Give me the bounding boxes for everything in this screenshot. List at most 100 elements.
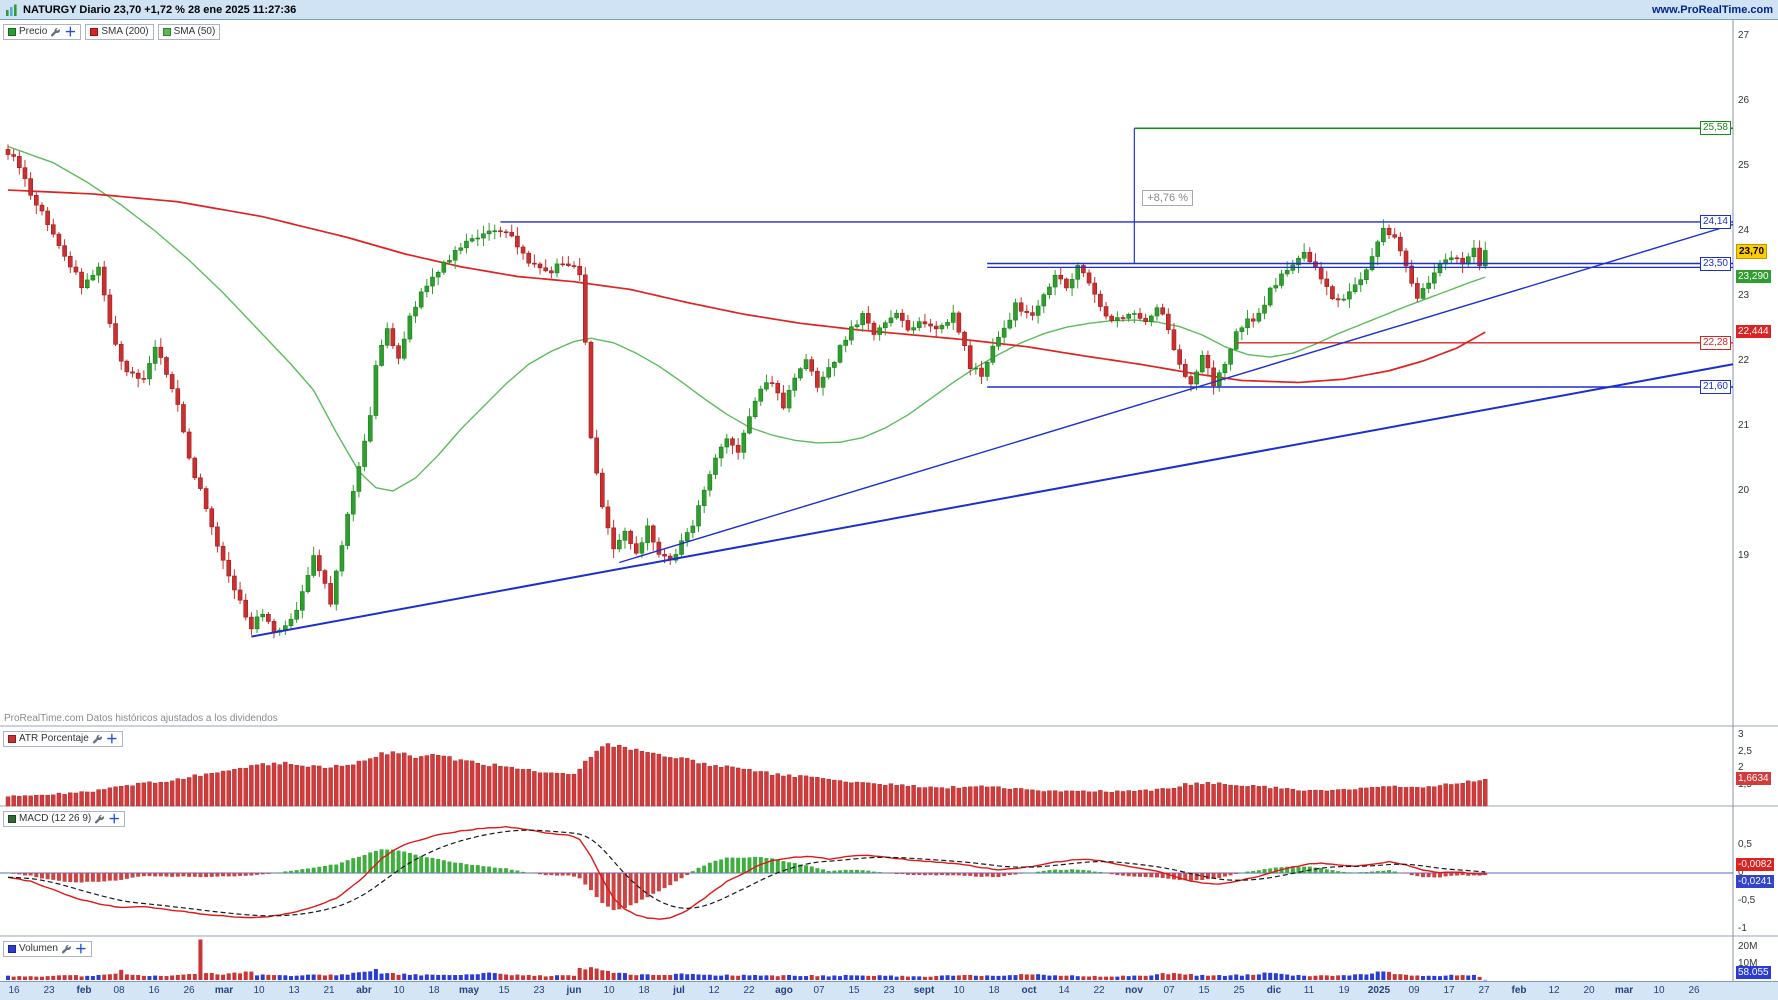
add-indicator-icon[interactable]: ＋ bbox=[74, 942, 87, 956]
settings-wrench-icon[interactable] bbox=[50, 27, 61, 38]
x-axis-label: feb bbox=[76, 985, 92, 996]
x-axis-label: sept bbox=[913, 985, 935, 996]
macd-legend: MACD (12 26 9) ＋ bbox=[3, 811, 126, 827]
macd-layer bbox=[0, 825, 1733, 920]
x-axis-label: jun bbox=[566, 985, 582, 996]
x-axis-label: abr bbox=[356, 985, 372, 996]
price-axis-tick: 19 bbox=[1738, 550, 1750, 561]
chart-canvas[interactable] bbox=[0, 20, 1778, 981]
x-axis-label: 07 bbox=[1163, 985, 1175, 996]
x-axis-label: 08 bbox=[113, 985, 125, 996]
x-axis-label: 20 bbox=[1583, 985, 1595, 996]
website-link[interactable]: www.ProRealTime.com bbox=[1651, 3, 1773, 16]
settings-wrench-icon[interactable] bbox=[92, 734, 103, 745]
add-indicator-icon[interactable]: ＋ bbox=[108, 812, 121, 826]
settings-wrench-icon[interactable] bbox=[94, 814, 105, 825]
time-axis[interactable]: 16 23 feb 08 16 26 mar 10 13 21 abr 10 18 may 15 23 jun 1… bbox=[0, 981, 1778, 1000]
x-axis-label: 18 bbox=[638, 985, 650, 996]
last-price-box: 23,70 bbox=[1736, 243, 1768, 259]
legend-volumen-label: Volumen bbox=[19, 943, 58, 954]
price-level-label[interactable]: 24,14 bbox=[1699, 214, 1731, 229]
price-axis-tick: 21 bbox=[1738, 420, 1750, 431]
legend-precio-label: Precio bbox=[19, 26, 48, 37]
app-icon bbox=[6, 4, 17, 16]
candlestick-layer bbox=[5, 144, 1488, 639]
x-axis-label: 25 bbox=[1233, 985, 1245, 996]
macd-swatch bbox=[8, 815, 16, 823]
x-axis-label: oct bbox=[1021, 985, 1037, 996]
x-axis-label: 26 bbox=[1688, 985, 1700, 996]
sma200-value-box: 22,444 bbox=[1736, 325, 1771, 339]
x-axis-label: 16 bbox=[148, 985, 160, 996]
legend-atr-label: ATR Porcentaje bbox=[19, 733, 89, 744]
volume-axis-tick: 20M bbox=[1738, 941, 1758, 953]
price-level-label[interactable]: 23,50 bbox=[1699, 256, 1731, 271]
macd-axis-tick: 0,5 bbox=[1738, 839, 1752, 850]
macd-axis-tick: -1 bbox=[1738, 923, 1747, 934]
sma50-value-box: 23,290 bbox=[1736, 270, 1771, 284]
volume-bars-layer bbox=[6, 939, 1488, 981]
x-axis-label: 27 bbox=[1478, 985, 1490, 996]
volume-axis-tick: 10M bbox=[1738, 957, 1758, 969]
x-axis-label: 15 bbox=[1198, 985, 1210, 996]
atr-bars-layer bbox=[5, 743, 1488, 807]
x-axis-label: 26 bbox=[183, 985, 195, 996]
x-axis-label: 17 bbox=[1443, 985, 1455, 996]
macd-axis-tick: -0,5 bbox=[1738, 895, 1756, 906]
atr-axis-tick: 2 bbox=[1738, 762, 1744, 774]
x-axis-label: 22 bbox=[1093, 985, 1105, 996]
price-axis-tick: 26 bbox=[1738, 95, 1750, 106]
precio-swatch bbox=[8, 28, 16, 36]
x-axis-label: nov bbox=[1125, 985, 1143, 996]
x-axis-label: 09 bbox=[1408, 985, 1420, 996]
legend-macd[interactable]: MACD (12 26 9) ＋ bbox=[3, 811, 126, 827]
x-axis-label: 07 bbox=[813, 985, 825, 996]
price-level-label[interactable]: 22,28 bbox=[1699, 335, 1731, 350]
x-axis-label: 15 bbox=[498, 985, 510, 996]
price-axis-tick: 24 bbox=[1738, 225, 1750, 236]
x-axis-label: 10 bbox=[1653, 985, 1665, 996]
instrument-status: NATURGY Diario 23,70 +1,72 % 28 ene 2025… bbox=[23, 3, 297, 16]
price-axis-tick: 25 bbox=[1738, 160, 1750, 171]
watermark: ProRealTime.com Datos históricos ajustad… bbox=[4, 713, 278, 724]
x-axis-label: 23 bbox=[43, 985, 55, 996]
legend-sma50[interactable]: SMA (50) bbox=[157, 24, 221, 40]
x-axis-label: 21 bbox=[323, 985, 335, 996]
measure-percentage-label[interactable]: +8,76 % bbox=[1142, 190, 1193, 206]
price-level-label[interactable]: 25,58 bbox=[1699, 121, 1731, 136]
price-axis-tick: 22 bbox=[1738, 355, 1750, 366]
legend-sma50-label: SMA (50) bbox=[173, 26, 216, 37]
atr-swatch bbox=[8, 735, 16, 743]
x-axis-label: 15 bbox=[848, 985, 860, 996]
x-axis-label: 10 bbox=[603, 985, 615, 996]
legend-precio[interactable]: Precio ＋ bbox=[3, 24, 82, 40]
macd-value-box: -0,0082 bbox=[1736, 858, 1774, 871]
x-axis-label: jul bbox=[673, 985, 685, 996]
x-axis-label: feb bbox=[1511, 985, 1527, 996]
atr-legend: ATR Porcentaje ＋ bbox=[3, 731, 123, 747]
macd-signal-value-box: -0,0241 bbox=[1736, 875, 1774, 888]
x-axis-label: 18 bbox=[988, 985, 1000, 996]
panel-chrome bbox=[0, 20, 1778, 981]
legend-macd-label: MACD (12 26 9) bbox=[19, 813, 92, 824]
macd-axis-tick: 0 bbox=[1738, 867, 1744, 878]
x-axis-label: 13 bbox=[288, 985, 300, 996]
price-axis-tick: 27 bbox=[1738, 30, 1750, 41]
x-axis-label: 10 bbox=[253, 985, 265, 996]
legend-volumen[interactable]: Volumen ＋ bbox=[3, 941, 92, 957]
add-indicator-icon[interactable]: ＋ bbox=[105, 732, 118, 746]
legend-atr[interactable]: ATR Porcentaje ＋ bbox=[3, 731, 123, 747]
price-level-label[interactable]: 21,60 bbox=[1699, 380, 1731, 394]
add-indicator-icon[interactable]: ＋ bbox=[64, 25, 77, 39]
x-axis-label: 11 bbox=[1303, 985, 1315, 996]
price-axis-tick: 20 bbox=[1738, 485, 1750, 496]
settings-wrench-icon[interactable] bbox=[61, 944, 72, 955]
x-axis-label: 10 bbox=[393, 985, 405, 996]
x-axis-label: mar bbox=[1614, 985, 1634, 996]
x-axis-label: ago bbox=[775, 985, 793, 996]
title-bar: NATURGY Diario 23,70 +1,72 % 28 ene 2025… bbox=[0, 0, 1778, 20]
x-axis-label: 2025 bbox=[1367, 985, 1391, 996]
legend-sma200[interactable]: SMA (200) bbox=[85, 24, 154, 40]
x-axis-label: 16 bbox=[8, 985, 20, 996]
volumen-swatch bbox=[8, 945, 16, 953]
